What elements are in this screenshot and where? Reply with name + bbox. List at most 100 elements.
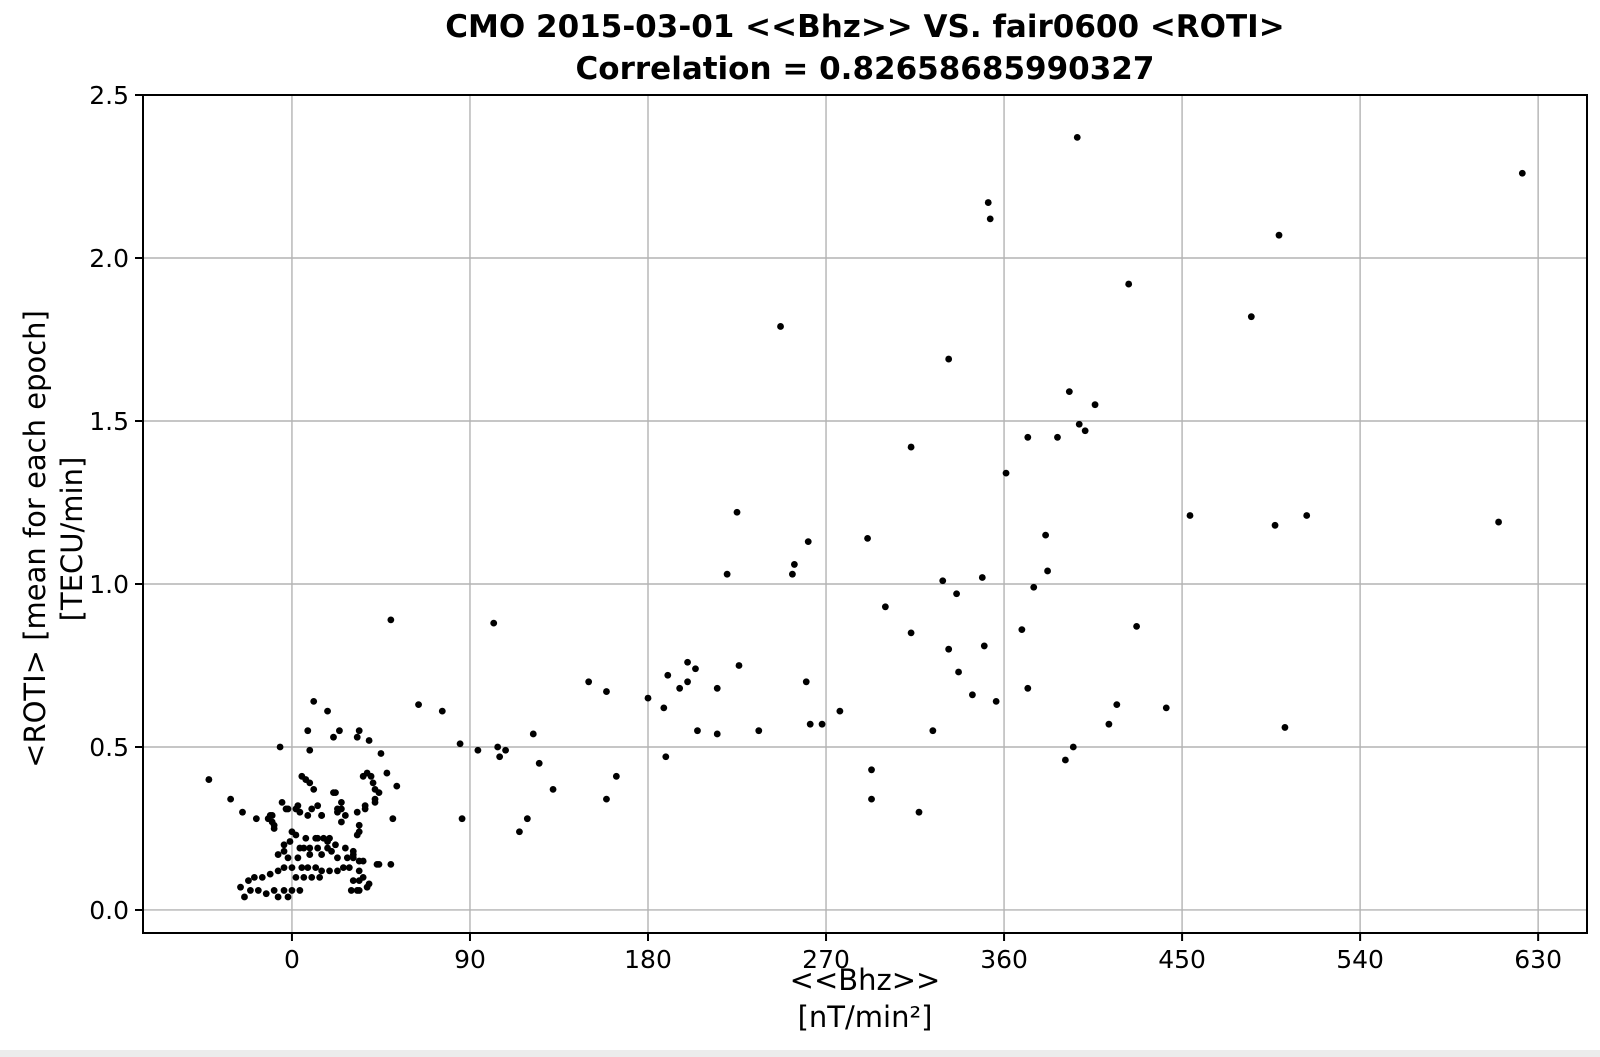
- data-point: [304, 864, 312, 872]
- data-point: [361, 805, 369, 813]
- data-point: [713, 684, 721, 692]
- data-point: [789, 570, 796, 578]
- data-point: [644, 694, 652, 702]
- y-tick-label: 0.5: [89, 733, 129, 762]
- data-point: [1024, 433, 1032, 441]
- data-point: [300, 844, 308, 852]
- data-point: [692, 665, 699, 673]
- chart-title-line2: Correlation = 0.82658685990327: [575, 51, 1155, 87]
- y-tick-label: 1.5: [89, 407, 129, 436]
- data-point: [676, 684, 684, 692]
- y-axis-label-line1: <ROTI> [mean for each epoch]: [18, 310, 52, 768]
- data-point: [312, 864, 320, 872]
- data-point: [343, 854, 351, 862]
- data-point: [984, 199, 992, 206]
- data-point: [339, 864, 347, 872]
- data-point: [387, 616, 395, 624]
- data-point: [662, 753, 670, 761]
- data-point: [907, 629, 915, 637]
- data-point: [1024, 684, 1032, 692]
- data-point: [713, 730, 721, 738]
- data-point: [298, 864, 306, 872]
- data-point: [1075, 420, 1083, 428]
- data-point: [371, 795, 379, 803]
- data-point: [802, 678, 810, 686]
- data-point: [612, 772, 620, 780]
- data-point: [278, 799, 286, 806]
- data-point: [288, 887, 296, 894]
- data-point: [276, 743, 284, 751]
- data-point: [1275, 231, 1283, 239]
- data-point: [280, 847, 288, 855]
- data-point: [1044, 567, 1051, 575]
- plot-border: [142, 94, 1588, 934]
- data-point: [296, 887, 304, 894]
- data-point: [318, 867, 326, 875]
- data-point: [306, 851, 314, 858]
- chart-title-line1: CMO 2015-03-01 <<Bhz>> VS. fair0600 <ROT…: [445, 9, 1285, 45]
- data-point: [1247, 313, 1255, 321]
- data-point: [915, 808, 923, 816]
- data-point: [359, 873, 367, 881]
- data-point: [302, 834, 310, 842]
- data-point: [458, 815, 466, 823]
- data-point: [415, 701, 422, 709]
- data-point: [523, 815, 531, 823]
- data-point: [349, 877, 357, 885]
- data-point: [314, 802, 322, 810]
- data-point: [355, 821, 363, 829]
- data-point: [1495, 518, 1502, 526]
- data-point: [332, 841, 339, 849]
- data-point: [330, 733, 337, 741]
- data-point: [733, 508, 741, 516]
- data-point: [438, 707, 446, 715]
- data-point: [280, 864, 288, 872]
- data-point: [836, 707, 844, 715]
- x-tick-label: 630: [1514, 945, 1562, 974]
- data-point: [1125, 280, 1133, 288]
- x-tick-label: 90: [454, 945, 486, 974]
- data-point: [338, 818, 345, 826]
- x-tick-label: 540: [1336, 945, 1384, 974]
- data-point: [300, 873, 308, 881]
- data-point: [496, 753, 504, 761]
- data-point: [535, 759, 543, 767]
- data-point: [1271, 521, 1279, 529]
- x-tick-label: 270: [802, 945, 850, 974]
- data-point: [777, 323, 784, 330]
- x-tick-label: 360: [980, 945, 1028, 974]
- y-tick-label: 0.0: [89, 896, 129, 925]
- data-point: [334, 867, 341, 875]
- data-point: [338, 799, 345, 806]
- data-point: [349, 851, 357, 858]
- data-point: [306, 779, 314, 787]
- data-point: [868, 766, 875, 774]
- data-point: [359, 857, 367, 865]
- data-point: [1091, 401, 1099, 409]
- data-point: [284, 893, 292, 901]
- data-point: [292, 831, 300, 839]
- data-point: [341, 812, 349, 819]
- data-point: [389, 815, 397, 823]
- data-point: [393, 782, 401, 790]
- x-axis-label: <<Bhz>> [nT/min²]: [143, 962, 1587, 1036]
- data-point: [1113, 701, 1121, 709]
- data-point: [585, 678, 593, 686]
- data-point: [818, 720, 826, 728]
- data-point: [387, 860, 395, 868]
- data-point: [284, 854, 292, 862]
- data-point: [529, 730, 537, 738]
- data-point: [334, 805, 341, 813]
- x-tick-label: 450: [1158, 945, 1206, 974]
- data-point: [308, 805, 316, 813]
- data-point: [324, 838, 331, 845]
- data-point: [490, 619, 498, 627]
- data-point: [474, 746, 482, 754]
- data-point: [314, 844, 322, 852]
- data-point: [250, 873, 258, 881]
- data-point: [881, 603, 889, 611]
- data-point: [1065, 388, 1073, 396]
- data-point: [980, 642, 988, 650]
